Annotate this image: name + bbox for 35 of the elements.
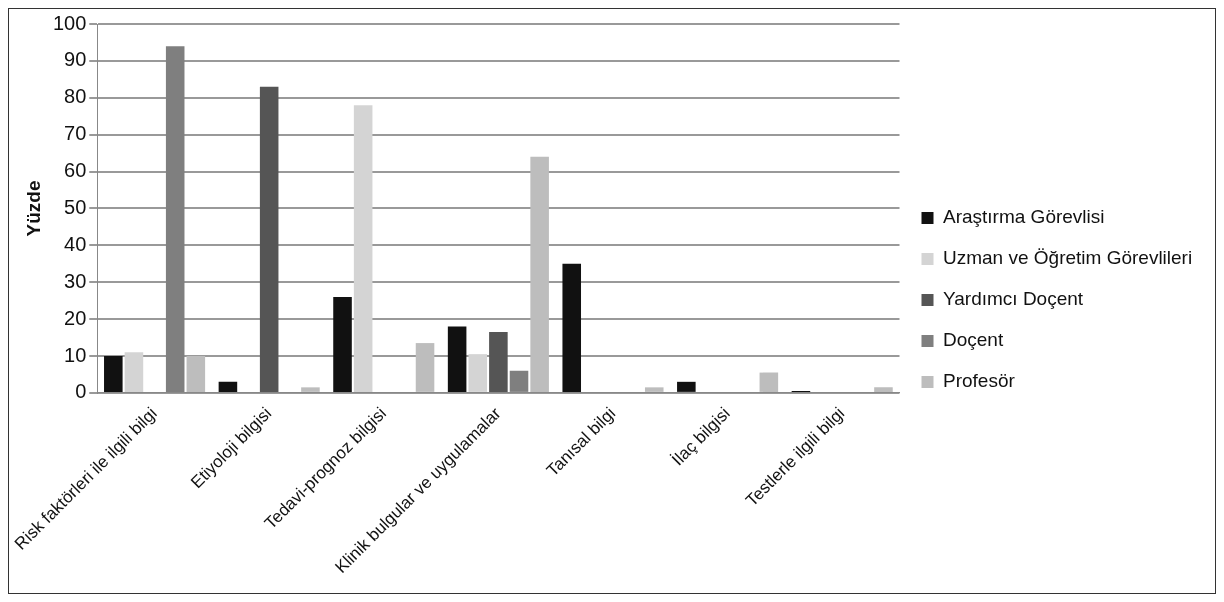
bar xyxy=(759,372,779,392)
y-tick-label: 100 xyxy=(52,11,87,34)
bar xyxy=(644,387,664,392)
y-tick-label: 20 xyxy=(64,306,87,329)
legend-label: Yardımcı Doçent xyxy=(943,288,1084,310)
bar xyxy=(562,263,582,392)
legend-label: Araştırma Görevlisi xyxy=(943,206,1105,228)
y-tick-label: 0 xyxy=(75,380,87,403)
bar xyxy=(677,381,696,392)
y-tick-label: 10 xyxy=(64,343,87,366)
bar xyxy=(530,156,549,392)
y-tick-label: 70 xyxy=(64,122,87,145)
legend-label: Doçent xyxy=(943,329,1004,351)
bar xyxy=(124,352,144,392)
bar xyxy=(489,332,508,392)
bar xyxy=(186,355,206,392)
bar xyxy=(104,355,123,392)
y-tick-label: 90 xyxy=(64,48,87,71)
y-axis-title: Yüzde xyxy=(22,180,44,237)
bar xyxy=(353,105,373,392)
bar xyxy=(415,343,435,392)
y-tick-label: 30 xyxy=(64,269,87,292)
bar xyxy=(333,296,352,392)
y-tick-label: 40 xyxy=(64,232,87,255)
bar xyxy=(468,354,488,392)
y-tick-label: 50 xyxy=(64,195,87,218)
legend-label: Uzman ve Öğretim Görevlileri xyxy=(943,247,1193,269)
bar xyxy=(874,387,893,392)
y-tick-label: 80 xyxy=(64,85,87,108)
bar xyxy=(447,326,467,392)
bar xyxy=(301,387,320,392)
bar xyxy=(218,381,238,392)
legend-label: Profesör xyxy=(943,370,1016,392)
y-tick-label: 60 xyxy=(64,159,87,182)
bar xyxy=(259,86,279,392)
